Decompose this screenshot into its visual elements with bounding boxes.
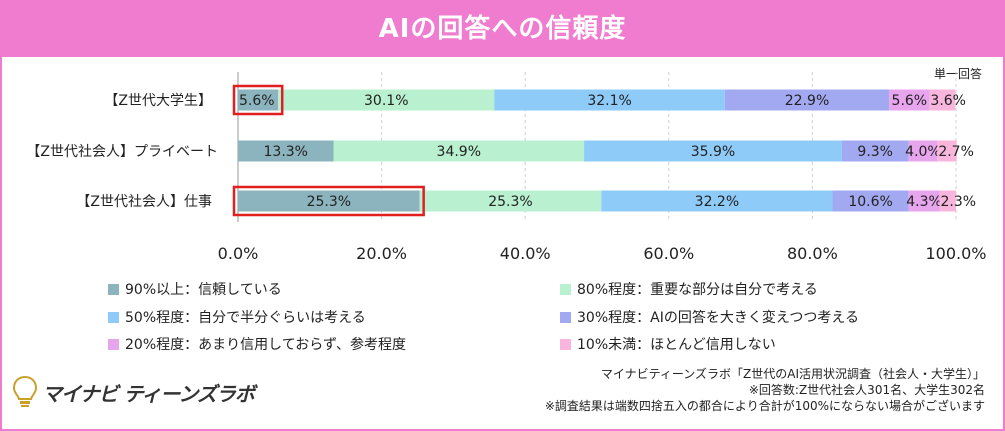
legend-item: 80%程度：重要な部分は自分で考える xyxy=(560,279,818,299)
data-label: 2.7% xyxy=(938,144,974,160)
bar-segment xyxy=(937,140,957,162)
data-label: 25.3% xyxy=(488,194,532,210)
legend-swatch xyxy=(560,311,571,323)
bar-segment xyxy=(841,140,909,162)
bar-segment xyxy=(908,140,938,162)
category-label: 【Z世代大学生】 xyxy=(104,93,212,109)
legend-swatch xyxy=(108,338,119,350)
data-label: 10.6% xyxy=(848,194,892,210)
data-label: 25.3% xyxy=(307,194,351,210)
data-label: 35.9% xyxy=(691,144,735,160)
data-label: 4.3% xyxy=(906,194,942,210)
stacked-bar-chart: 単一回答 0.0% 20.0% 40.0% 60.0% 80.0% 100.0% 【Z世代大学… xyxy=(26,66,986,263)
bar-segment xyxy=(908,190,940,212)
legend-swatch xyxy=(560,338,571,350)
legend-item: 50%程度：自分で半分ぐらいは考える xyxy=(108,307,366,327)
data-label: 5.6% xyxy=(239,93,275,109)
legend-swatch xyxy=(560,283,571,295)
brand-logo: マイナビ ティーンズラボ xyxy=(12,372,255,412)
x-tick-label: 80.0% xyxy=(787,244,838,263)
lightbulb-icon xyxy=(12,375,38,407)
highlight-box xyxy=(232,185,425,217)
legend-label: 20%程度：あまり信用しておらず、参考程度 xyxy=(125,337,407,353)
data-label: 5.6% xyxy=(892,93,928,109)
bar-segment xyxy=(889,89,930,111)
category-label: 【Z世代社会人】仕事 xyxy=(76,194,212,210)
rounding-note: ※調査結果は端数四捨五入の都合により合計が100%にならない場合がございます xyxy=(544,399,985,413)
bar-segment xyxy=(333,140,585,162)
x-tick-label: 60.0% xyxy=(643,244,694,263)
title-banner: AIの回答への信頼度 xyxy=(2,2,1003,57)
legend-item: 10%未満：ほとんど信用しない xyxy=(560,334,776,354)
bar-segment xyxy=(939,190,956,212)
notes: マイナビティーンズラボ「Z世代のAI活用状況調査（社会人・大学生）」 ※回答数:… xyxy=(545,366,985,414)
x-tick-label: 100.0% xyxy=(925,244,986,263)
data-label: 9.3% xyxy=(857,144,893,160)
bar-segment xyxy=(584,140,842,162)
bar-segment xyxy=(238,140,334,162)
data-label: 13.3% xyxy=(264,144,308,160)
data-label: 4.0% xyxy=(905,144,941,160)
bar-segment xyxy=(278,89,495,111)
legend-label: 30%程度：AIの回答を大きく変えつつ考える xyxy=(577,310,859,326)
highlight-box xyxy=(232,84,284,116)
data-label: 2.3% xyxy=(940,194,976,210)
sample-size-note: ※回答数:Z世代社会人301名、大学生302名 xyxy=(748,383,985,397)
single-answer-note: 単一回答 xyxy=(934,66,982,81)
bar-segment xyxy=(494,89,725,111)
legend-label: 90%以上：信頼している xyxy=(125,282,282,298)
bar-segment xyxy=(832,190,909,212)
x-tick-label: 0.0% xyxy=(218,244,259,263)
legend-label: 50%程度：自分で半分ぐらいは考える xyxy=(125,310,366,326)
bar-segment xyxy=(238,89,279,111)
logo-text: マイナビ ティーンズラボ xyxy=(42,381,255,406)
source-note: マイナビティーンズラボ「Z世代のAI活用状況調査（社会人・大学生）」 xyxy=(600,367,985,381)
legend-item: 90%以上：信頼している xyxy=(108,279,282,299)
bar-segment xyxy=(419,190,602,212)
data-label: 3.6% xyxy=(930,93,966,109)
legend-item: 20%程度：あまり信用しておらず、参考程度 xyxy=(108,334,406,354)
data-label: 32.2% xyxy=(695,194,739,210)
data-label: 32.1% xyxy=(587,93,631,109)
bar-segment xyxy=(929,89,956,111)
legend-item: 30%程度：AIの回答を大きく変えつつ考える xyxy=(560,307,859,327)
legend-label: 80%程度：重要な部分は自分で考える xyxy=(577,282,818,298)
legend-swatch xyxy=(108,311,119,323)
chart-title: AIの回答への信頼度 xyxy=(378,14,627,44)
data-label: 30.1% xyxy=(364,93,408,109)
bar-segment xyxy=(238,190,420,212)
bar-segment xyxy=(724,89,890,111)
data-label: 22.9% xyxy=(785,93,829,109)
x-tick-label: 40.0% xyxy=(500,244,551,263)
x-tick-label: 20.0% xyxy=(356,244,407,263)
category-label: 【Z世代社会人】プライベート xyxy=(26,144,218,160)
data-label: 34.9% xyxy=(437,144,481,160)
legend-label: 10%未満：ほとんど信用しない xyxy=(577,337,776,353)
legend-swatch xyxy=(108,283,119,295)
bar-segment xyxy=(601,190,833,212)
